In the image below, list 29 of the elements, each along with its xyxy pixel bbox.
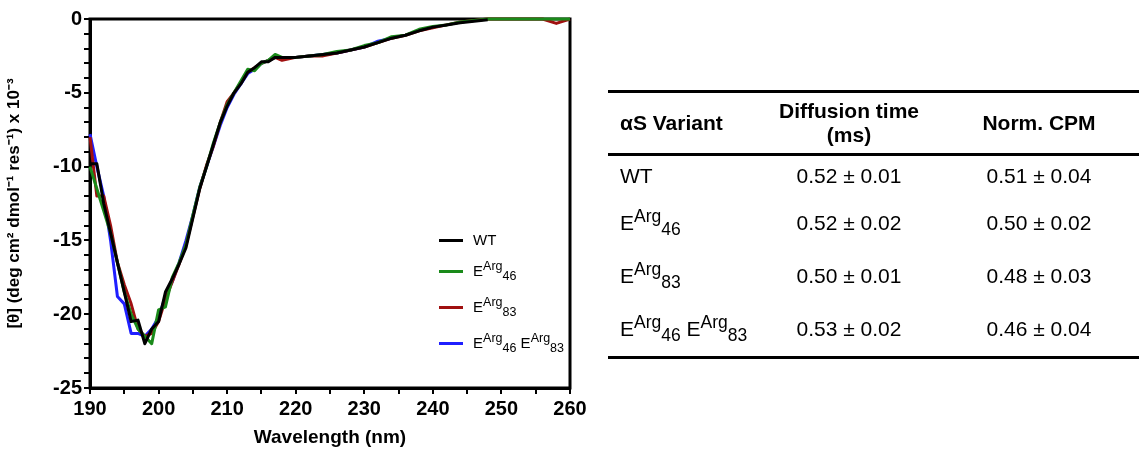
y-tick-label: -25 xyxy=(53,375,82,398)
y-axis-title: [θ] (deg cm² dmol⁻¹ res⁻¹) x 10⁻³ xyxy=(3,78,23,329)
x-tick-label: 190 xyxy=(73,396,107,419)
y-tick-label: -5 xyxy=(64,80,82,103)
data-label: 0.52 ± 0.02 xyxy=(795,209,903,236)
x-tick-label: 220 xyxy=(279,396,313,419)
y-tick-label: 0 xyxy=(70,6,82,29)
y-tick-label: -10 xyxy=(53,154,82,177)
data-label: 0.52 ± 0.01 xyxy=(795,163,903,189)
y-tick-label: -15 xyxy=(53,227,82,250)
data-label: 0.50 ± 0.01 xyxy=(795,262,903,289)
legend-label: WT xyxy=(473,230,497,250)
text: αS Variant xyxy=(608,91,759,155)
data-label: 0.53 ± 0.02 xyxy=(795,315,903,342)
text: Diffusion time (ms) xyxy=(759,91,939,155)
x-tick-label: 230 xyxy=(347,396,381,419)
x-tick-label: 200 xyxy=(141,396,176,419)
x-axis-title: Wavelength (nm) xyxy=(253,425,407,447)
data-label: 0.50 ± 0.02 xyxy=(985,209,1093,236)
x-tick-label: 240 xyxy=(416,396,450,419)
data-label: 0.46 ± 0.04 xyxy=(985,315,1093,342)
x-tick-label: 210 xyxy=(210,396,244,419)
data-label: 0.51 ± 0.04 xyxy=(985,163,1093,189)
x-tick-label: 250 xyxy=(484,396,519,419)
text: Norm. CPM xyxy=(939,91,1139,155)
data-label: 0.48 ± 0.03 xyxy=(985,262,1093,289)
category-label: WT xyxy=(619,163,654,189)
y-tick-label: -20 xyxy=(53,301,82,324)
x-tick-label: 260 xyxy=(553,396,587,419)
